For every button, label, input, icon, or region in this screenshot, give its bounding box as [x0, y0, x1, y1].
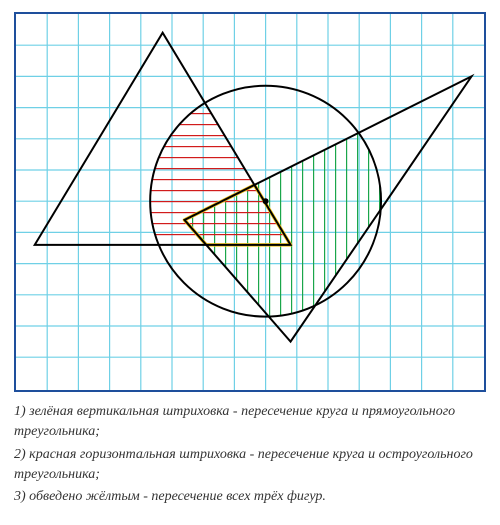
circle-center-dot: [263, 198, 269, 204]
geometry-svg: [16, 14, 484, 390]
caption-line-3: 3) обведено жёлтым - пересечение всех тр…: [14, 487, 486, 507]
page-root: 1) зелёная вертикальная штриховка - пере…: [0, 0, 500, 525]
geometry-figure: [14, 12, 486, 392]
caption-line-1: 1) зелёная вертикальная штриховка - пере…: [14, 402, 486, 443]
figure-caption: 1) зелёная вертикальная штриховка - пере…: [14, 402, 486, 507]
caption-line-2: 2) красная горизонтальная штриховка - пе…: [14, 445, 486, 486]
